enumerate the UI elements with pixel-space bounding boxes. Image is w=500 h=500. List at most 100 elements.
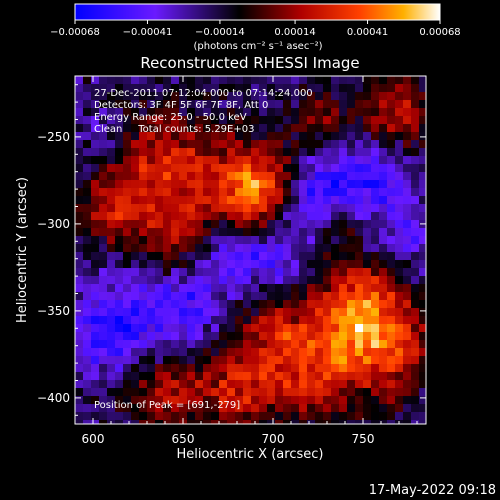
heatmap-cell — [403, 92, 412, 101]
heatmap-cell — [83, 372, 92, 381]
heatmap-cell — [355, 412, 364, 421]
heatmap-cell — [211, 92, 220, 101]
heatmap-cell — [411, 316, 420, 325]
heatmap-cell — [315, 356, 324, 365]
heatmap-cell — [75, 92, 84, 101]
heatmap-cell — [211, 244, 220, 253]
heatmap-cell — [131, 300, 140, 309]
heatmap-cell — [139, 148, 148, 157]
heatmap-cell — [251, 92, 260, 101]
heatmap-cell — [91, 380, 100, 389]
heatmap-cell — [147, 132, 156, 141]
heatmap-cell — [347, 388, 356, 397]
heatmap-cell — [83, 260, 92, 269]
heatmap-cell — [227, 316, 236, 325]
heatmap-cell — [251, 164, 260, 173]
heatmap-cell — [83, 148, 92, 157]
heatmap-cell — [307, 140, 316, 149]
heatmap-cell — [315, 236, 324, 245]
heatmap-cell — [131, 340, 140, 349]
heatmap-cell — [179, 252, 188, 261]
heatmap-cell — [331, 84, 340, 93]
heatmap-cell — [395, 212, 404, 221]
heatmap-cell — [379, 276, 388, 285]
heatmap-cell — [323, 268, 332, 277]
heatmap-cell — [179, 380, 188, 389]
heatmap-cell — [211, 324, 220, 333]
heatmap-cell — [107, 172, 116, 181]
heatmap-cell — [347, 324, 356, 333]
heatmap-cell — [115, 284, 124, 293]
heatmap-cell — [163, 180, 172, 189]
heatmap-cell — [331, 212, 340, 221]
heatmap-cell — [235, 284, 244, 293]
heatmap-cell — [211, 364, 220, 373]
heatmap-cell — [259, 316, 268, 325]
heatmap-cell — [307, 180, 316, 189]
heatmap-cell — [363, 124, 372, 133]
heatmap-cell — [91, 108, 100, 117]
heatmap-cell — [91, 92, 100, 101]
heatmap-cell — [259, 404, 268, 413]
heatmap-cell — [323, 148, 332, 157]
heatmap-cell — [235, 340, 244, 349]
heatmap-cell — [75, 172, 84, 181]
heatmap-cell — [123, 372, 132, 381]
heatmap-cell — [75, 364, 84, 373]
heatmap-cell — [315, 396, 324, 405]
heatmap-cell — [123, 388, 132, 397]
heatmap-cell — [131, 164, 140, 173]
heatmap-cell — [331, 364, 340, 373]
heatmap-cell — [259, 348, 268, 357]
heatmap-cell — [219, 220, 228, 229]
heatmap-cell — [411, 196, 420, 205]
heatmap-cell — [251, 372, 260, 381]
heatmap-cell — [99, 188, 108, 197]
heatmap-cell — [171, 132, 180, 141]
heatmap-cell — [227, 300, 236, 309]
heatmap-cell — [291, 372, 300, 381]
heatmap-cell — [163, 388, 172, 397]
heatmap-cell — [91, 356, 100, 365]
heatmap-cell — [203, 196, 212, 205]
heatmap-cell — [251, 180, 260, 189]
heatmap-cell — [115, 188, 124, 197]
heatmap-cell — [179, 396, 188, 405]
heatmap-cell — [331, 276, 340, 285]
heatmap-cell — [347, 204, 356, 213]
heatmap-cell — [371, 188, 380, 197]
heatmap-cell — [387, 164, 396, 173]
heatmap-cell — [283, 412, 292, 421]
heatmap-cell — [171, 212, 180, 221]
heatmap-cell — [291, 220, 300, 229]
heatmap-cell — [403, 196, 412, 205]
heatmap-cell — [299, 332, 308, 341]
heatmap-cell — [115, 268, 124, 277]
heatmap-cell — [131, 388, 140, 397]
heatmap-cell — [227, 404, 236, 413]
heatmap-cell — [235, 140, 244, 149]
heatmap-cell — [299, 364, 308, 373]
heatmap-cell — [291, 92, 300, 101]
heatmap-cell — [403, 172, 412, 181]
heatmap-cell — [211, 220, 220, 229]
heatmap-cell — [227, 268, 236, 277]
heatmap-cell — [283, 124, 292, 133]
heatmap-cell — [91, 212, 100, 221]
heatmap-cell — [403, 300, 412, 309]
heatmap-cell — [147, 268, 156, 277]
heatmap-cell — [379, 324, 388, 333]
heatmap-cell — [371, 116, 380, 125]
heatmap-cell — [275, 108, 284, 117]
heatmap-cell — [339, 308, 348, 317]
heatmap-cell — [419, 212, 426, 221]
heatmap-cell — [379, 404, 388, 413]
heatmap-cell — [211, 116, 220, 125]
heatmap-cell — [91, 148, 100, 157]
heatmap-cell — [339, 212, 348, 221]
heatmap-cell — [235, 348, 244, 357]
heatmap-cell — [243, 76, 252, 85]
heatmap-cell — [75, 244, 84, 253]
heatmap-cell — [91, 228, 100, 237]
heatmap-cell — [363, 172, 372, 181]
